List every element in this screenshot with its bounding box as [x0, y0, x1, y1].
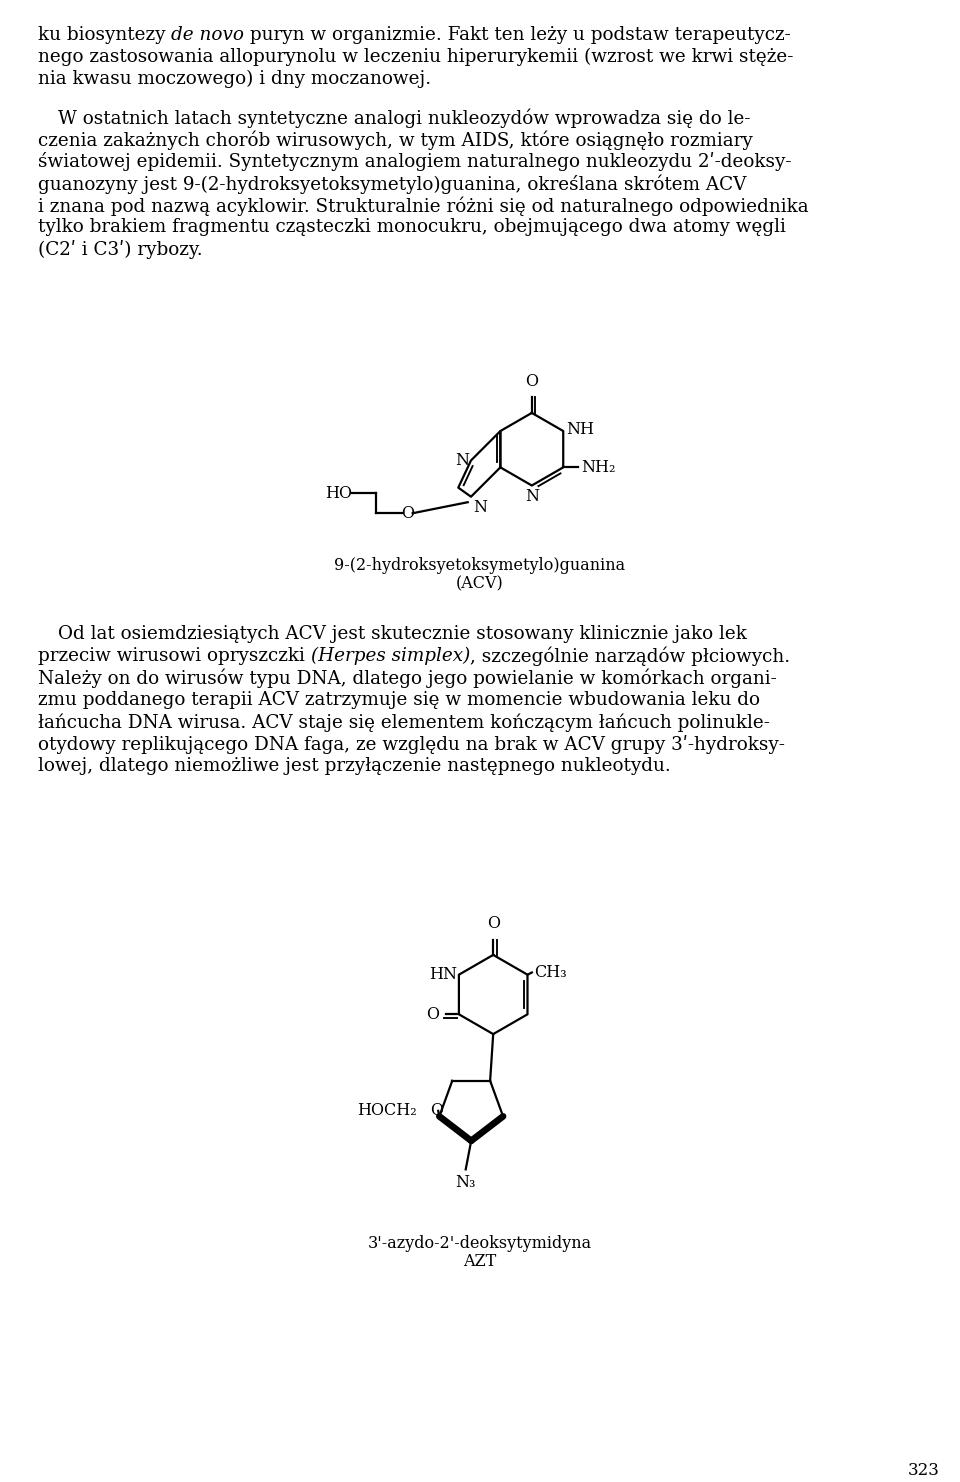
Text: otydowy replikującego DNA faga, ze względu na brak w ACV grupy 3ʹ-hydroksy-: otydowy replikującego DNA faga, ze wzglę…	[38, 735, 785, 754]
Text: N: N	[525, 488, 539, 505]
Text: (C2ʹ i C3ʹ) rybozy.: (C2ʹ i C3ʹ) rybozy.	[38, 240, 203, 259]
Text: łańcucha DNA wirusa. ACV staje się elementem kończącym łańcuch polinukle-: łańcucha DNA wirusa. ACV staje się eleme…	[38, 713, 770, 732]
Text: i znana pod nazwą acyklowir. Strukturalnie różni się od naturalnego odpowiednika: i znana pod nazwą acyklowir. Strukturaln…	[38, 196, 808, 215]
Text: AZT: AZT	[464, 1252, 496, 1270]
Text: czenia zakażnych chorób wirusowych, w tym AIDS, które osiągnęło rozmiary: czenia zakażnych chorób wirusowych, w ty…	[38, 130, 753, 150]
Text: światowej epidemii. Syntetycznym analogiem naturalnego nukleozydu 2ʹ-deoksy-: światowej epidemii. Syntetycznym analogi…	[38, 153, 791, 170]
Text: Należy on do wirusów typu DNA, dlatego jego powielanie w komórkach organi-: Należy on do wirusów typu DNA, dlatego j…	[38, 668, 777, 689]
Text: , szczególnie narządów płciowych.: , szczególnie narządów płciowych.	[470, 648, 790, 667]
Text: O: O	[487, 914, 500, 932]
Text: zmu poddanego terapii ACV zatrzymuje się w momencie wbudowania leku do: zmu poddanego terapii ACV zatrzymuje się…	[38, 691, 760, 708]
Text: nego zastosowania allopurynolu w leczeniu hiperurykemii (wzrost we krwi stęże-: nego zastosowania allopurynolu w leczeni…	[38, 47, 793, 67]
Text: N₃: N₃	[455, 1174, 476, 1192]
Text: tylko brakiem fragmentu cząsteczki monocukru, obejmującego dwa atomy węgli: tylko brakiem fragmentu cząsteczki monoc…	[38, 218, 786, 236]
Text: przeciw wirusowi opryszczki: przeciw wirusowi opryszczki	[38, 648, 311, 665]
Text: O: O	[400, 505, 414, 522]
Text: O: O	[430, 1103, 444, 1119]
Text: HN: HN	[429, 966, 457, 983]
Text: O: O	[426, 1006, 439, 1023]
Text: NH₂: NH₂	[581, 459, 615, 476]
Text: 3'-azydo-2'-deoksytymidyna: 3'-azydo-2'-deoksytymidyna	[368, 1235, 592, 1252]
Text: NH: NH	[566, 421, 594, 439]
Text: 9-(2-hydroksyetoksymetylo)guanina: 9-(2-hydroksyetoksymetylo)guanina	[334, 557, 626, 574]
Text: W ostatnich latach syntetyczne analogi nukleozydów wprowadza się do le-: W ostatnich latach syntetyczne analogi n…	[58, 108, 751, 127]
Text: puryn w organizmie. Fakt ten leży u podstaw terapeutycz-: puryn w organizmie. Fakt ten leży u pods…	[245, 27, 791, 44]
Text: Od lat osiemdziesiątych ACV jest skutecznie stosowany klinicznie jako lek: Od lat osiemdziesiątych ACV jest skutecz…	[58, 625, 747, 643]
Text: (ACV): (ACV)	[456, 575, 504, 591]
Text: O: O	[525, 372, 539, 390]
Text: de novo: de novo	[172, 27, 245, 44]
Text: 323: 323	[908, 1463, 940, 1479]
Text: ku biosyntezy: ku biosyntezy	[38, 27, 172, 44]
Text: nia kwasu moczowego) i dny moczanowej.: nia kwasu moczowego) i dny moczanowej.	[38, 70, 431, 89]
Text: lowej, dlatego niemożliwe jest przyłączenie następnego nukleotydu.: lowej, dlatego niemożliwe jest przyłącze…	[38, 757, 671, 775]
Text: N: N	[455, 452, 468, 468]
Text: guanozyny jest 9-(2-hydroksyetoksymetylo)guanina, określana skrótem ACV: guanozyny jest 9-(2-hydroksyetoksymetylo…	[38, 173, 746, 194]
Text: HO: HO	[325, 485, 352, 502]
Text: N: N	[473, 499, 487, 516]
Text: HOCH₂: HOCH₂	[357, 1103, 418, 1119]
Text: (Herpes simplex): (Herpes simplex)	[311, 648, 470, 665]
Text: CH₃: CH₃	[534, 963, 566, 981]
